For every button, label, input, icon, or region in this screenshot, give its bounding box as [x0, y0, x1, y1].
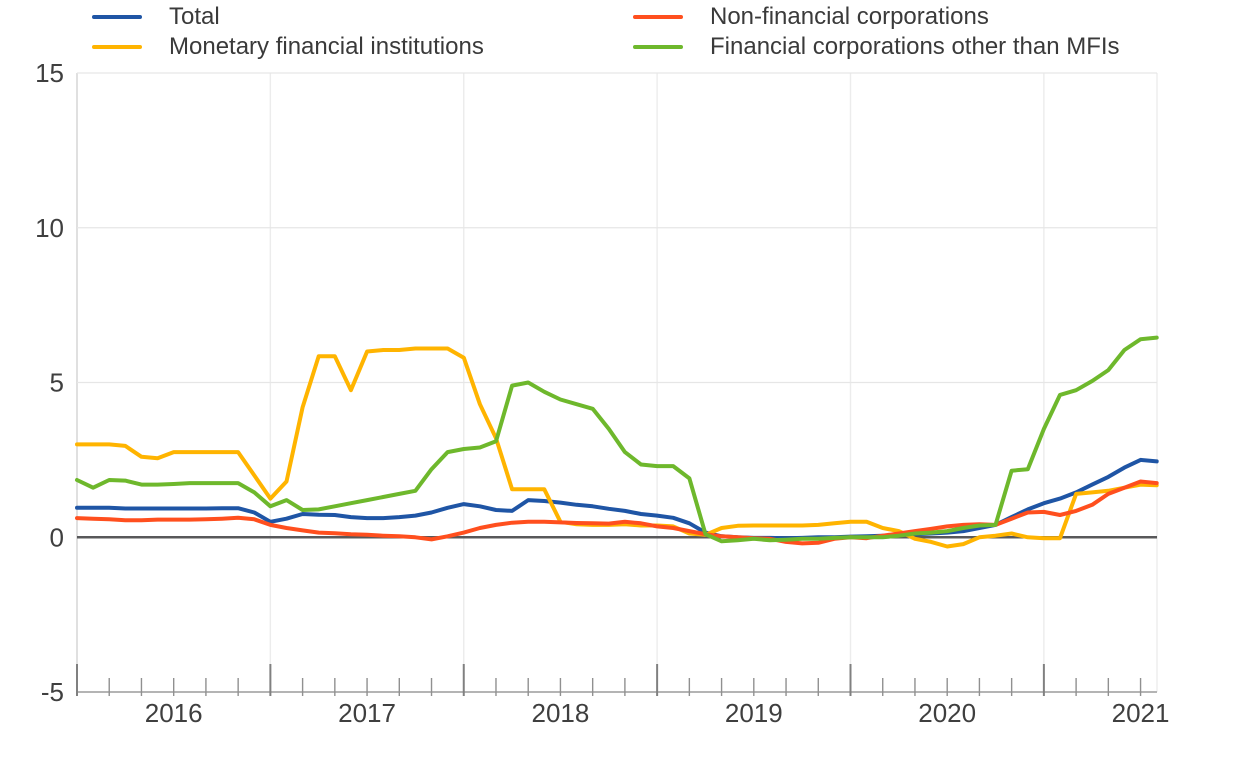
legend-item-total: Total — [92, 3, 220, 30]
legend-swatch-non-financial-corporations — [633, 14, 683, 20]
x-tick-label-2017: 2017 — [338, 698, 396, 728]
legend-item-non-financial-corporations: Non-financial corporations — [633, 3, 989, 30]
x-tick-label-2019: 2019 — [725, 698, 783, 728]
legend-label-non-financial-corporations: Non-financial corporations — [710, 3, 989, 30]
legend-swatch-financial-corporations-other-than-mfis — [633, 44, 683, 50]
x-tick-label-2016: 2016 — [145, 698, 203, 728]
y-tick-label--5: -5 — [41, 677, 64, 707]
legend-label-total: Total — [169, 3, 220, 30]
series-line-financial-corporations-other-than-mfis — [75, 335, 1159, 544]
legend-swatch-monetary-financial-institutions — [92, 44, 142, 50]
y-tick-label-15: 15 — [35, 58, 64, 88]
x-tick-label-2021: 2021 — [1112, 698, 1170, 728]
legend-item-monetary-financial-institutions: Monetary financial institutions — [92, 33, 484, 60]
y-tick-label-0: 0 — [50, 522, 64, 552]
legend-label-monetary-financial-institutions: Monetary financial institutions — [169, 33, 484, 60]
x-tick-label-2018: 2018 — [532, 698, 590, 728]
series-line-total — [75, 457, 1159, 541]
y-tick-label-5: 5 — [50, 368, 64, 398]
y-tick-label-10: 10 — [35, 213, 64, 243]
legend-swatch-total — [92, 14, 142, 20]
legend: Total Monetary financial institutions No… — [0, 0, 1240, 64]
x-tick-label-2020: 2020 — [918, 698, 976, 728]
legend-item-financial-corporations-other-than-mfis: Financial corporations other than MFIs — [633, 33, 1120, 60]
legend-label-financial-corporations-other-than-mfis: Financial corporations other than MFIs — [710, 33, 1120, 60]
